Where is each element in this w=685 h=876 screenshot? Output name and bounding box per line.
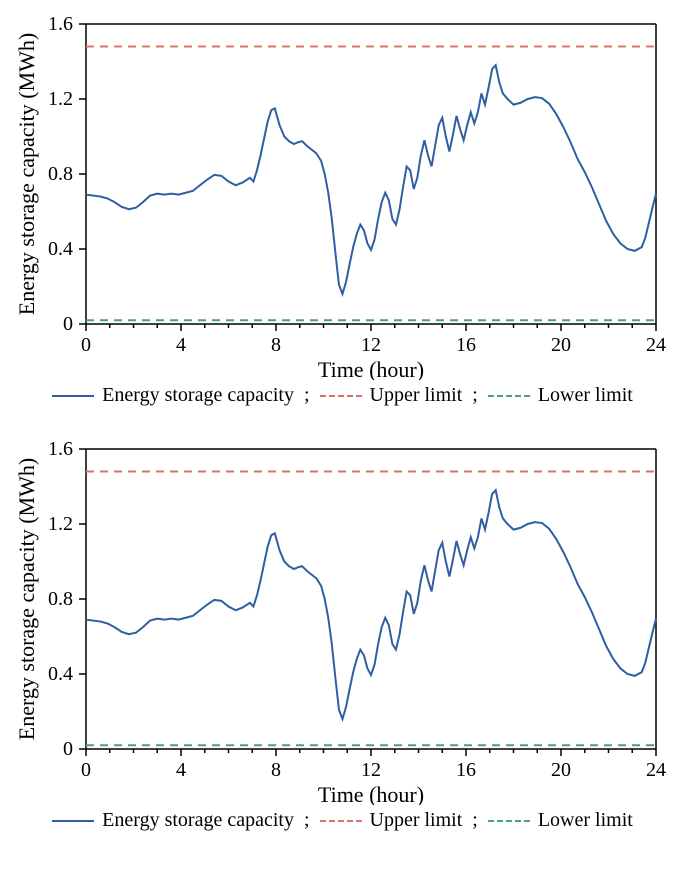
svg-text:0.8: 0.8 [48,163,73,185]
chart-legend: Energy storage capacity; Upper limit; Lowe… [10,384,675,407]
chart-panel: 0 4 8 12 16 20 24 0 0.4 0.8 1.2 1.6 Time (hour) Energ… [10,10,675,407]
y-axis-title: Energy storage capacity (MWh) [14,458,39,740]
svg-text:0: 0 [81,334,91,356]
legend-item: Upper limit [320,384,463,407]
energy-storage-chart: 0 4 8 12 16 20 24 0 0.4 0.8 1.2 1.6 Time (hour) Energ… [10,10,675,380]
figure-stack: 0 4 8 12 16 20 24 0 0.4 0.8 1.2 1.6 Time (hour) Energ… [10,10,675,832]
svg-text:0.8: 0.8 [48,588,73,610]
svg-text:0.4: 0.4 [48,238,73,260]
legend-separator: ; [304,809,310,832]
svg-text:0: 0 [63,738,73,760]
svg-text:16: 16 [456,759,476,781]
x-axis-title: Time (hour) [318,782,424,805]
legend-swatch [320,395,362,397]
legend-swatch [52,820,94,822]
legend-label: Lower limit [538,809,633,832]
svg-text:4: 4 [176,334,186,356]
svg-text:8: 8 [271,759,281,781]
svg-text:12: 12 [361,759,381,781]
energy-storage-line [86,490,656,719]
svg-text:0.4: 0.4 [48,663,73,685]
x-axis-title: Time (hour) [318,357,424,380]
svg-text:1.6: 1.6 [48,438,73,460]
energy-storage-chart: 0 4 8 12 16 20 24 0 0.4 0.8 1.2 1.6 Time (hour) Energ… [10,435,675,805]
chart-legend: Energy storage capacity; Upper limit; Lowe… [10,809,675,832]
svg-text:24: 24 [646,759,666,781]
legend-swatch [320,820,362,822]
legend-separator: ; [304,384,310,407]
svg-text:8: 8 [271,334,281,356]
legend-item: Lower limit [488,809,633,832]
energy-storage-line [86,65,656,294]
chart-panel: 0 4 8 12 16 20 24 0 0.4 0.8 1.2 1.6 Time (hour) Energ… [10,435,675,832]
svg-text:12: 12 [361,334,381,356]
legend-item: Lower limit [488,384,633,407]
svg-text:1.2: 1.2 [48,88,73,110]
legend-item: Energy storage capacity [52,384,294,407]
svg-text:20: 20 [551,334,571,356]
legend-label: Upper limit [370,809,463,832]
svg-text:0: 0 [81,759,91,781]
legend-label: Energy storage capacity [102,809,294,832]
svg-text:16: 16 [456,334,476,356]
svg-text:24: 24 [646,334,666,356]
legend-label: Lower limit [538,384,633,407]
legend-swatch [488,820,530,822]
legend-swatch [52,395,94,397]
legend-item: Energy storage capacity [52,809,294,832]
legend-separator: ; [472,809,478,832]
legend-label: Upper limit [370,384,463,407]
legend-item: Upper limit [320,809,463,832]
svg-text:1.2: 1.2 [48,513,73,535]
svg-text:4: 4 [176,759,186,781]
legend-label: Energy storage capacity [102,384,294,407]
svg-text:0: 0 [63,313,73,335]
svg-text:1.6: 1.6 [48,13,73,35]
svg-text:20: 20 [551,759,571,781]
legend-separator: ; [472,384,478,407]
legend-swatch [488,395,530,397]
y-axis-title: Energy storage capacity (MWh) [14,33,39,315]
